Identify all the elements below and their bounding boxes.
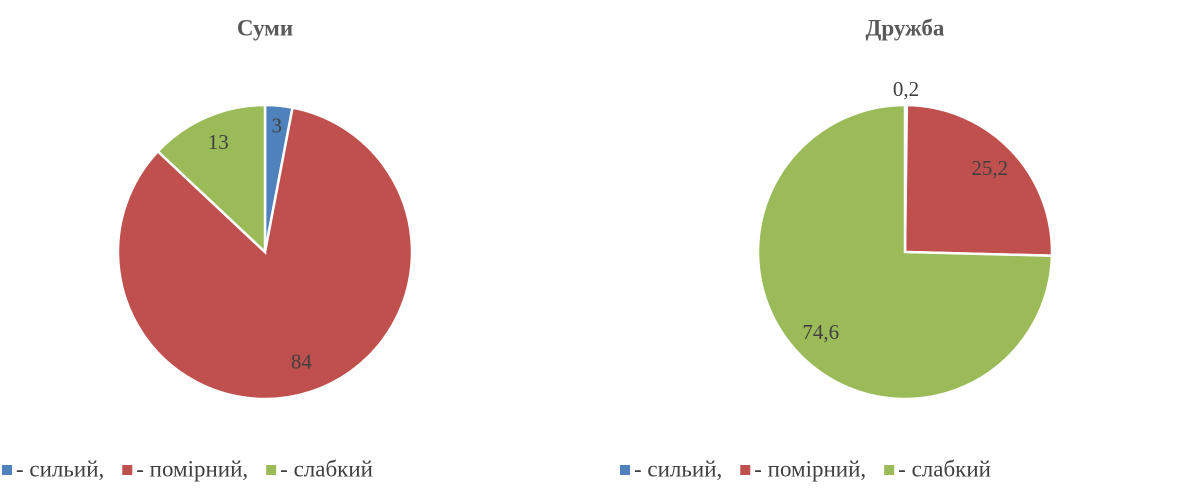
legend-marker	[2, 465, 12, 475]
legend-marker	[266, 465, 277, 475]
legend-marker	[740, 465, 751, 475]
data-label: 13	[208, 130, 229, 154]
legend-label: - слабкий	[898, 456, 991, 481]
data-label: 25,2	[971, 156, 1008, 180]
data-label: 74,6	[802, 320, 839, 344]
data-label: 3	[272, 113, 283, 137]
legend-label: - слабкий	[280, 456, 373, 481]
data-label: 0,2	[893, 77, 919, 101]
legend-label: - сильий,	[16, 456, 104, 481]
legend-label: - помірний,	[136, 456, 248, 481]
pie-slice	[156, 103, 267, 255]
chart-title: Суми	[237, 15, 293, 40]
pie-slice	[756, 103, 1054, 401]
legend-marker	[620, 465, 630, 475]
chart-title: Дружба	[866, 15, 945, 40]
legend-marker	[122, 465, 133, 475]
legend-label: - помірний,	[754, 456, 866, 481]
data-label: 84	[291, 350, 313, 374]
pie-slice	[903, 103, 1054, 257]
legend-label: - сильий,	[634, 456, 722, 481]
legend-marker	[884, 465, 895, 475]
